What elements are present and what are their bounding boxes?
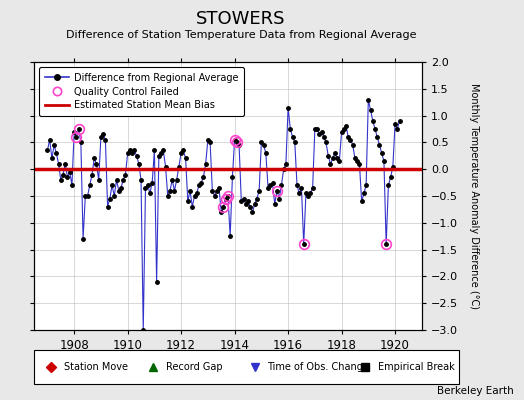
Text: Difference of Station Temperature Data from Regional Average: Difference of Station Temperature Data f… — [66, 30, 416, 40]
Text: Berkeley Earth: Berkeley Earth — [437, 386, 514, 396]
Legend: Difference from Regional Average, Quality Control Failed, Estimated Station Mean: Difference from Regional Average, Qualit… — [39, 67, 244, 116]
Y-axis label: Monthly Temperature Anomaly Difference (°C): Monthly Temperature Anomaly Difference (… — [469, 83, 479, 309]
Text: Station Move: Station Move — [64, 362, 128, 372]
Text: Record Gap: Record Gap — [166, 362, 222, 372]
Text: STOWERS: STOWERS — [196, 10, 286, 28]
Text: Time of Obs. Change: Time of Obs. Change — [267, 362, 369, 372]
Text: Empirical Break: Empirical Break — [378, 362, 455, 372]
